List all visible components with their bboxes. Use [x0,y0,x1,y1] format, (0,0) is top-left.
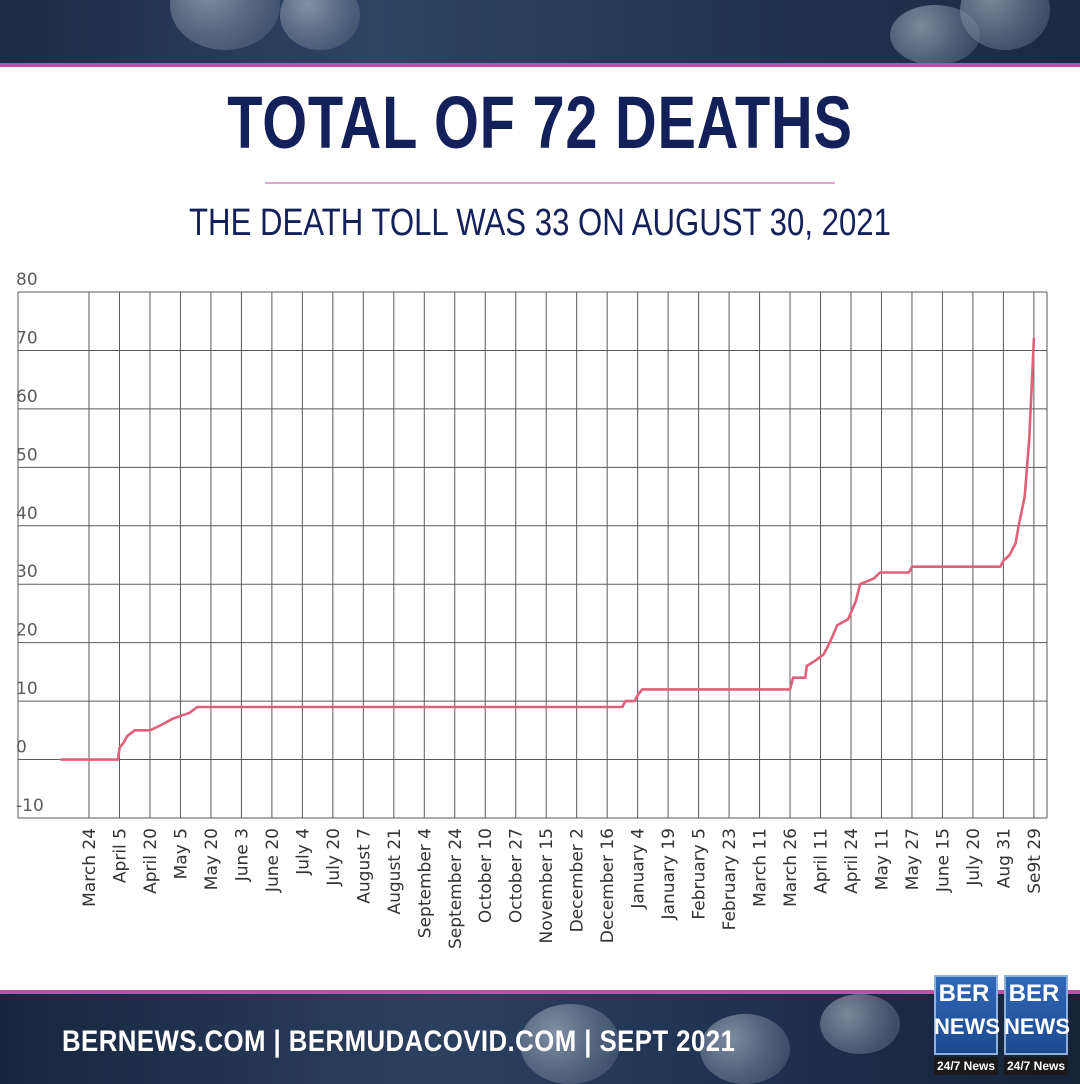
y-axis-ticks: -10 0 10 20 30 40 50 60 70 80 [16,270,44,816]
x-tick-label: February 5 [690,828,710,920]
logo-tagline: 24/7 News [934,1057,998,1075]
x-tick-label: April 24 [842,828,862,894]
bottom-banner [0,990,1080,1084]
x-tick-label: April 11 [812,828,832,894]
x-tick-label: February 23 [720,828,740,930]
logo-line2: NEWS [934,1014,1000,1039]
x-tick-label: May 20 [202,828,222,890]
x-tick-label: October 10 [476,828,496,923]
x-tick-label: January 4 [629,828,649,910]
bernews-logo: BER NEWS 24/7 News [1004,975,1070,1075]
x-tick-label: December 16 [598,828,618,943]
page-subtitle: THE DEATH TOLL WAS 33 ON AUGUST 30, 2021 [189,202,891,244]
y-tick-label: 60 [16,387,38,407]
x-tick-label: May 11 [872,828,892,890]
x-tick-label: March 26 [781,828,801,907]
chart-grid [17,291,1048,819]
logo-box [934,975,998,1055]
footer-credits: BERNEWS.COM | BERMUDACOVID.COM | SEPT 20… [62,1025,736,1058]
x-tick-label: July 20 [964,828,984,887]
x-tick-label: May 5 [171,828,191,879]
x-tick-label: July 4 [293,828,313,876]
x-tick-label: August 21 [385,828,405,915]
x-tick-label: September 4 [415,828,435,938]
x-tick-label: March 11 [751,828,771,907]
logo-line1: BER [938,980,990,1007]
y-tick-label: 0 [16,738,27,758]
x-tick-label: September 24 [446,828,466,949]
x-tick-label: July 20 [324,828,344,887]
y-tick-label: 20 [16,621,38,641]
x-tick-label: June 20 [263,828,283,893]
x-tick-label: August 7 [354,828,374,904]
x-tick-label: October 27 [507,828,527,923]
x-tick-label: Aug 31 [994,828,1014,888]
series-line [60,337,1036,761]
x-tick-label: April 20 [141,828,161,894]
chart-series [60,337,1036,761]
x-tick-label: June 15 [933,828,953,893]
x-tick-label: January 19 [659,828,679,920]
x-tick-label: March 24 [80,828,100,907]
title-divider [265,182,835,184]
y-tick-label: -10 [16,796,44,816]
logo-line1: BER [1008,980,1060,1007]
deaths-line-chart: -10 0 10 20 30 40 50 60 70 80 March 24 April 5 Apri… [16,270,1048,949]
bernews-logo: BER NEWS 24/7 News [934,975,1000,1075]
virus-decoration [520,1004,620,1084]
y-tick-label: 70 [16,328,38,348]
y-tick-label: 10 [16,679,38,699]
top-banner [0,0,1080,67]
x-tick-label: Se9t 29 [1025,828,1045,894]
x-tick-label: June 3 [232,828,252,882]
virus-decoration [170,0,280,50]
y-tick-label: 50 [16,445,38,465]
virus-decoration [820,994,900,1054]
virus-decoration [700,1014,790,1084]
logo-box [1004,975,1068,1055]
x-tick-label: November 15 [537,828,557,943]
y-tick-label: 80 [16,270,38,290]
logo-tagline: 24/7 News [1004,1057,1068,1075]
x-tick-label: May 27 [903,828,923,890]
x-tick-label: April 5 [110,828,130,883]
x-axis-ticks: March 24 April 5 April 20 May 5 May 20 June 3… [80,828,1045,949]
x-tick-label: December 2 [568,828,588,932]
virus-decoration [280,0,360,50]
y-tick-label: 40 [16,504,38,524]
y-tick-label: 30 [16,562,38,582]
logo-line2: NEWS [1004,1014,1070,1039]
page-title: TOTAL OF 72 DEATHS [227,81,853,164]
